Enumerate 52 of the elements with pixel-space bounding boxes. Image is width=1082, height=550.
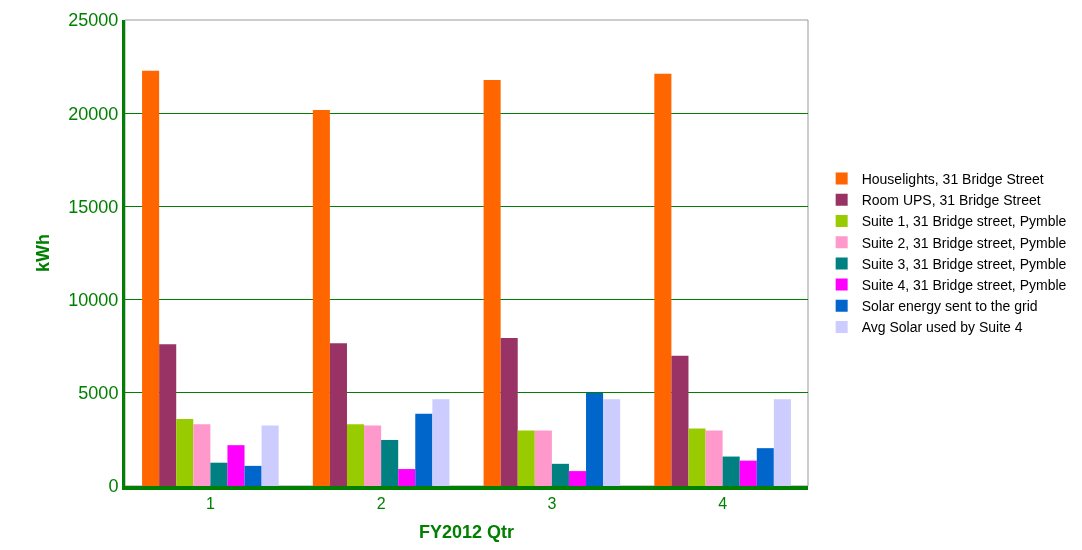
legend-label: Suite 4, 31 Bridge street, Pymble [861,277,1067,294]
bar [773,399,791,486]
bar [210,462,228,486]
legend-label: Solar energy sent to the grid [861,298,1038,315]
bar [346,424,365,486]
bar [671,355,689,486]
legend-label: Suite 3, 31 Bridge street, Pymble [861,255,1067,272]
bar [261,425,279,486]
y-tick-label: 10000 [68,289,119,310]
legend-label: Room UPS, 31 Bridge Street [861,192,1041,209]
bar [483,80,501,486]
x-tick-label: 3 [547,495,557,513]
y-tick-label: 5000 [78,383,119,404]
x-tick-label: 2 [376,495,386,513]
x-axis-title: FY2012 Qtr [418,521,515,542]
bar [500,338,518,486]
bar [722,456,740,486]
bar [227,445,245,486]
bar [176,419,194,486]
bar [415,413,433,486]
x-tick-label: 4 [718,495,728,513]
legend-label: Avg Solar used by Suite 4 [861,319,1023,336]
bar [432,399,450,486]
legend-label: Suite 1, 31 Bridge street, Pymble [861,213,1067,230]
bar [688,428,706,486]
x-tick-label: 1 [205,495,215,513]
bar [551,463,569,486]
bar [603,399,621,486]
bar [568,471,587,486]
y-tick-label: 15000 [68,196,119,217]
bar [739,460,757,486]
bar [142,70,160,486]
bar [244,465,262,486]
legend-label: Suite 2, 31 Bridge street, Pymble [861,234,1067,251]
bar [193,424,211,486]
bar [517,430,535,486]
y-axis-title: kWh [32,234,53,272]
bar [398,469,416,486]
bar [654,73,672,486]
bar [381,439,399,486]
bar [756,448,774,486]
bar [586,393,604,486]
y-tick-label: 20000 [68,103,119,124]
bar [534,430,552,486]
bar [329,343,347,486]
bar [312,110,330,486]
legend-label: Houselights, 31 Bridge Street [861,171,1044,188]
bar [705,430,723,486]
bar [159,344,177,486]
y-tick-label: 25000 [68,10,119,31]
bar [364,425,382,486]
y-tick-label: 0 [108,476,119,497]
